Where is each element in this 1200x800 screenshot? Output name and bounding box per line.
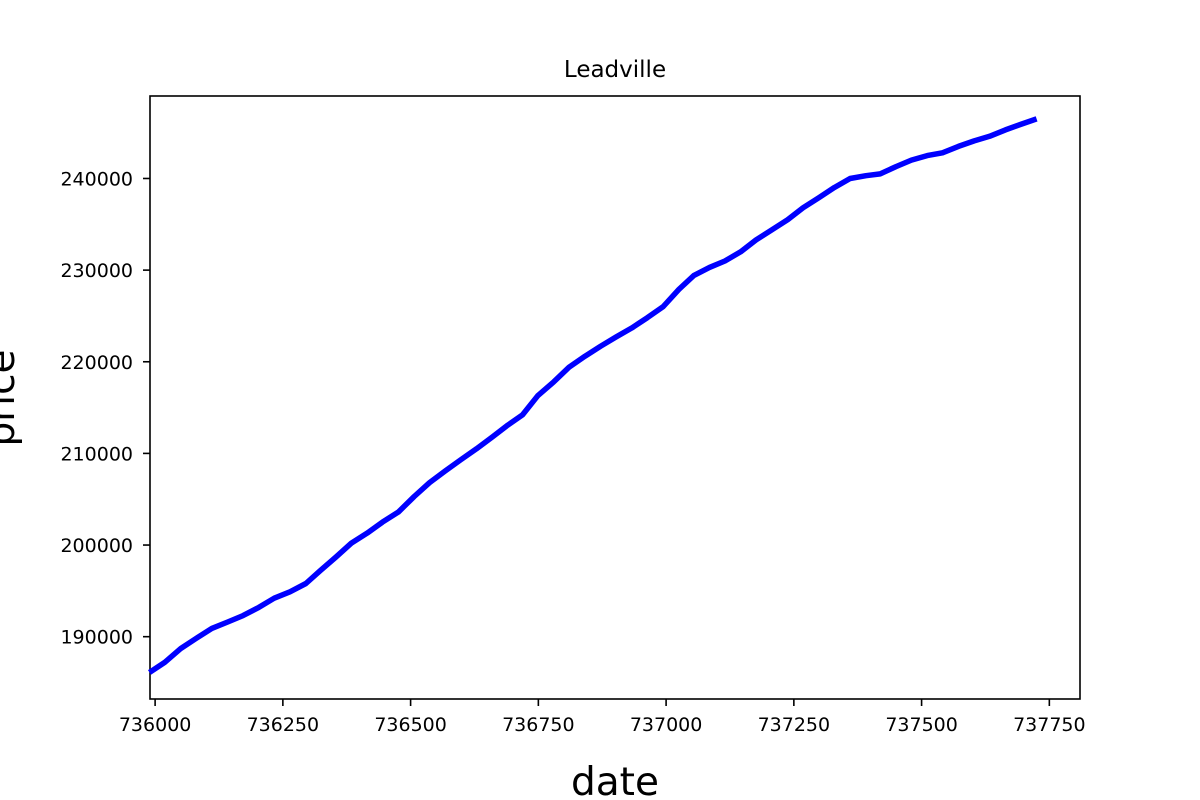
x-tick-label: 736250 (247, 714, 320, 736)
x-tick-label: 737000 (630, 714, 703, 736)
plot-area-frame (149, 95, 1081, 700)
x-axis-label: date (571, 760, 659, 800)
x-tick-label: 736000 (119, 714, 192, 736)
chart-title: Leadville (564, 57, 666, 83)
y-tick-label: 200000 (60, 535, 133, 557)
series-line (147, 116, 1038, 675)
x-tick-label: 736500 (374, 714, 447, 736)
y-tick-label: 220000 (60, 352, 133, 374)
y-tick-label: 240000 (60, 168, 133, 190)
x-tick-label: 737750 (1013, 714, 1086, 736)
x-tick-label: 737250 (758, 714, 831, 736)
y-tick-label: 210000 (60, 443, 133, 465)
y-tick-label: 230000 (60, 260, 133, 282)
series-layer (147, 116, 1038, 675)
x-tick-label: 736750 (502, 714, 575, 736)
y-axis: 190000 200000 210000 220000 230000 240000 (60, 168, 150, 649)
y-tick-label: 190000 (60, 627, 133, 649)
x-axis: 736000 736250 736500 736750 737000 737250 7375… (119, 699, 1086, 736)
y-axis-label: price (0, 349, 24, 446)
x-tick-label: 737500 (885, 714, 958, 736)
